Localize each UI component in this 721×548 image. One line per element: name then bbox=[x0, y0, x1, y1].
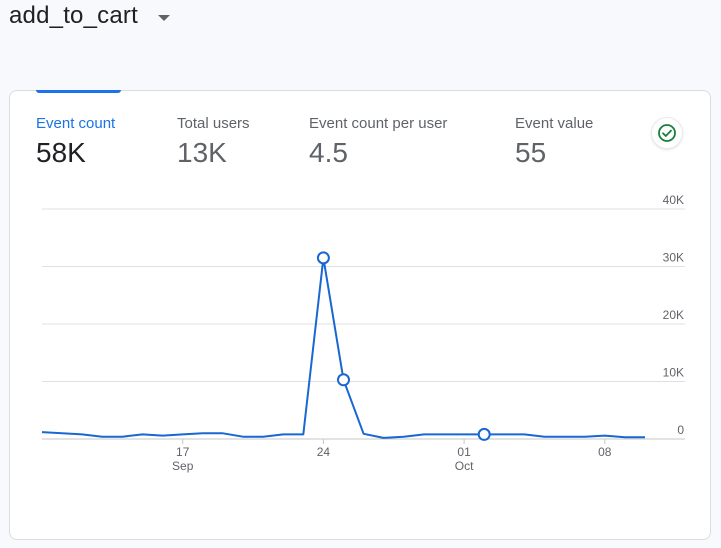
arrow-drop-down-icon[interactable] bbox=[158, 15, 170, 21]
chart-card bbox=[9, 90, 711, 540]
x-tick-label: 17 bbox=[176, 445, 190, 459]
metric-value: 58K bbox=[36, 137, 86, 168]
metric-tab-event-value[interactable]: Event value 55 bbox=[515, 115, 593, 169]
metric-label: Total users bbox=[177, 115, 250, 132]
metric-tab-event-count[interactable]: Event count 58K bbox=[36, 115, 115, 169]
y-tick-label: 40K bbox=[663, 193, 684, 207]
y-tick-label: 0 bbox=[677, 423, 684, 437]
data-point-marker[interactable] bbox=[337, 373, 350, 387]
data-point-marker[interactable] bbox=[316, 251, 330, 265]
page-title: add_to_cart bbox=[9, 2, 138, 29]
x-tick-label: 24 bbox=[317, 445, 331, 459]
data-point-marker[interactable] bbox=[477, 427, 491, 441]
metric-value: 55 bbox=[515, 137, 547, 168]
metric-label: Event count per user bbox=[309, 115, 448, 132]
x-tick-label: 08 bbox=[598, 445, 612, 459]
x-tick-month-label: Sep bbox=[172, 459, 194, 473]
metric-tab-event-count-per-user[interactable]: Event count per user 4.5 bbox=[309, 115, 447, 169]
x-tick-month-label: Oct bbox=[455, 459, 474, 473]
y-tick-label: 20K bbox=[663, 308, 684, 322]
metric-value: 4.5 bbox=[309, 137, 348, 168]
y-tick-label: 30K bbox=[663, 251, 684, 265]
metric-label: Event count bbox=[36, 115, 116, 132]
series-line bbox=[41, 256, 645, 439]
check-circle-icon[interactable] bbox=[652, 118, 682, 148]
active-tab-indicator bbox=[36, 90, 121, 93]
y-tick-label: 10K bbox=[663, 366, 684, 380]
metric-tab-total-users[interactable]: Total users 13K bbox=[177, 115, 250, 169]
metric-value: 13K bbox=[177, 137, 227, 168]
x-tick-label: 01 bbox=[457, 445, 471, 459]
metric-label: Event value bbox=[515, 115, 594, 132]
